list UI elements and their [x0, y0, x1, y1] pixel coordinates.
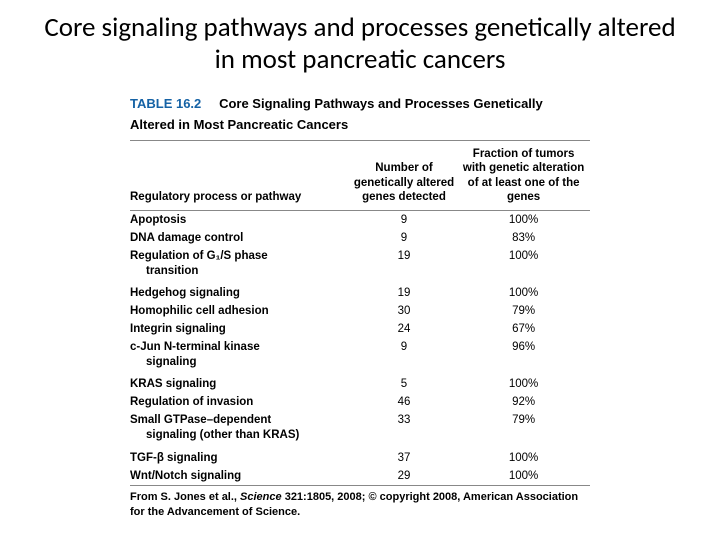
- cell-pathway: Integrin signaling: [130, 321, 351, 339]
- cell-pathway: Hedgehog signaling: [130, 280, 351, 302]
- pathways-table: Regulatory process or pathway Number of …: [130, 141, 590, 485]
- cell-pathway: TGF-β signaling: [130, 445, 351, 467]
- cell-fraction: 100%: [461, 467, 590, 485]
- table-row: Small GTPase–dependentsignaling (other t…: [130, 412, 590, 445]
- cell-pathway: Apoptosis: [130, 211, 351, 229]
- col-header-count: Number of genetically altered genes dete…: [351, 141, 461, 211]
- table-credit: From S. Jones et al., Science 321:1805, …: [130, 490, 590, 520]
- table-row: TGF-β signaling37100%: [130, 445, 590, 467]
- table-row: KRAS signaling5100%: [130, 371, 590, 393]
- cell-count: 33: [351, 412, 461, 445]
- col-header-fraction: Fraction of tumors with genetic alterati…: [461, 141, 590, 211]
- cell-pathway: Homophilic cell adhesion: [130, 303, 351, 321]
- table-row: Regulation of invasion4692%: [130, 394, 590, 412]
- cell-pathway: Regulation of invasion: [130, 394, 351, 412]
- cell-count: 19: [351, 280, 461, 302]
- table-row: Homophilic cell adhesion3079%: [130, 303, 590, 321]
- cell-fraction: 79%: [461, 412, 590, 445]
- cell-count: 30: [351, 303, 461, 321]
- cell-count: 9: [351, 211, 461, 229]
- cell-pathway: c-Jun N-terminal kinasesignaling: [130, 339, 351, 372]
- cell-count: 37: [351, 445, 461, 467]
- table-row: DNA damage control983%: [130, 229, 590, 247]
- table-row: Regulation of G₁/S phasetransition19100%: [130, 247, 590, 280]
- cell-fraction: 83%: [461, 229, 590, 247]
- cell-fraction: 100%: [461, 247, 590, 280]
- cell-fraction: 92%: [461, 394, 590, 412]
- cell-fraction: 96%: [461, 339, 590, 372]
- table-row: Wnt/Notch signaling29100%: [130, 467, 590, 485]
- cell-fraction: 100%: [461, 371, 590, 393]
- slide-title: Core signaling pathways and processes ge…: [40, 12, 680, 77]
- table-row: Hedgehog signaling19100%: [130, 280, 590, 302]
- cell-count: 9: [351, 339, 461, 372]
- cell-count: 9: [351, 229, 461, 247]
- table-row: Integrin signaling2467%: [130, 321, 590, 339]
- cell-fraction: 100%: [461, 445, 590, 467]
- cell-fraction: 67%: [461, 321, 590, 339]
- cell-pathway: Small GTPase–dependentsignaling (other t…: [130, 412, 351, 445]
- cell-pathway: Wnt/Notch signaling: [130, 467, 351, 485]
- cell-fraction: 100%: [461, 211, 590, 229]
- cell-pathway: DNA damage control: [130, 229, 351, 247]
- cell-count: 5: [351, 371, 461, 393]
- col-header-pathway: Regulatory process or pathway: [130, 141, 351, 211]
- cell-count: 46: [351, 394, 461, 412]
- table-container: TABLE 16.2 Core Signaling Pathways and P…: [130, 93, 590, 520]
- cell-fraction: 79%: [461, 303, 590, 321]
- cell-count: 24: [351, 321, 461, 339]
- cell-count: 19: [351, 247, 461, 280]
- cell-pathway: KRAS signaling: [130, 371, 351, 393]
- cell-fraction: 100%: [461, 280, 590, 302]
- table-row: c-Jun N-terminal kinasesignaling996%: [130, 339, 590, 372]
- cell-count: 29: [351, 467, 461, 485]
- table-label: TABLE 16.2: [130, 96, 201, 111]
- cell-pathway: Regulation of G₁/S phasetransition: [130, 247, 351, 280]
- table-row: Apoptosis9100%: [130, 211, 590, 229]
